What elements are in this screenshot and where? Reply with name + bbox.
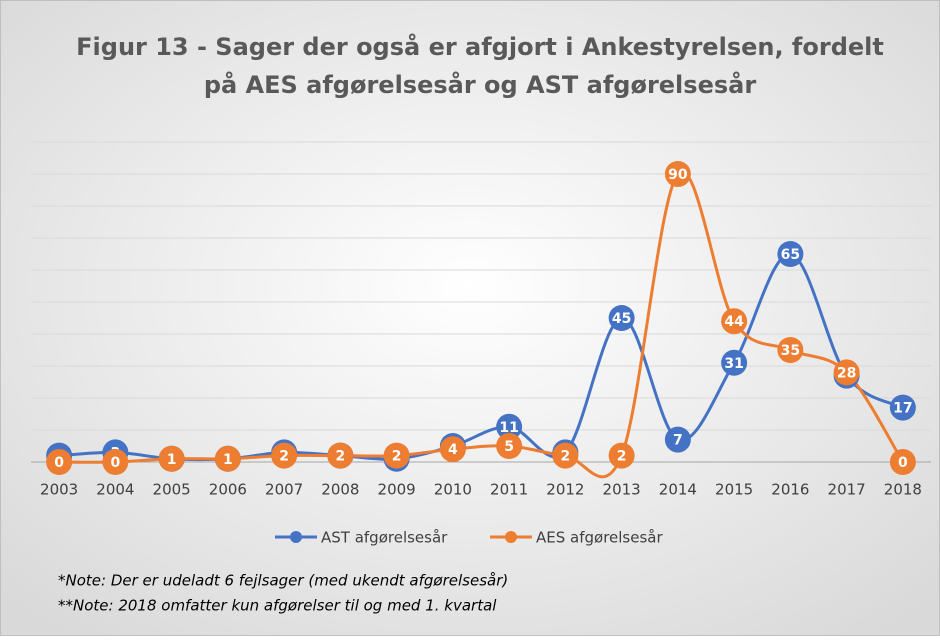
data-label: 5 — [504, 439, 514, 455]
x-tick-label: 2015 — [715, 481, 753, 499]
data-label: 0 — [898, 455, 908, 471]
point — [271, 442, 298, 469]
x-tick-label: 2004 — [96, 481, 134, 499]
point — [721, 349, 748, 376]
point — [889, 394, 916, 421]
data-label: 2 — [336, 449, 346, 465]
point — [608, 442, 635, 469]
data-label: 2 — [392, 449, 402, 465]
point — [777, 241, 804, 267]
data-label: 1 — [223, 452, 233, 468]
x-tick-label: 2018 — [884, 481, 922, 499]
point — [721, 308, 748, 335]
data-label: 65 — [781, 247, 800, 263]
data-label: 0 — [54, 455, 64, 471]
data-label: 90 — [668, 167, 688, 183]
point — [214, 445, 241, 472]
data-label: 2 — [279, 449, 289, 465]
point — [496, 433, 523, 459]
point — [889, 449, 916, 475]
x-tick-label: 2003 — [40, 481, 78, 499]
point — [608, 305, 635, 331]
data-label: 31 — [724, 356, 743, 372]
x-tick-label: 2005 — [153, 481, 191, 499]
data-label: 28 — [837, 365, 856, 381]
x-tick-label: 2017 — [828, 481, 866, 499]
point — [664, 426, 691, 453]
point — [327, 442, 354, 469]
legend-label: AST afgørelsesår — [321, 529, 448, 547]
x-tick-label: 2006 — [209, 481, 247, 499]
point — [664, 161, 691, 187]
data-label: 4 — [448, 442, 458, 458]
point — [833, 359, 860, 386]
chart-title: Figur 13 - Sager der også er afgjort i A… — [76, 32, 884, 61]
data-label: 7 — [673, 433, 683, 449]
chart-subtitle: på AES afgørelsesår og AST afgørelsesår — [204, 70, 757, 99]
point — [552, 442, 579, 469]
x-tick-label: 2009 — [378, 481, 416, 499]
x-tick-label: 2014 — [659, 481, 697, 499]
point — [439, 436, 466, 463]
point — [102, 449, 129, 475]
data-label: 45 — [612, 311, 631, 327]
data-label: 17 — [893, 401, 912, 417]
note: **Note: 2018 omfatter kun afgørelser til… — [58, 597, 497, 615]
point — [383, 442, 410, 469]
point — [46, 449, 73, 475]
x-tick-label: 2012 — [546, 481, 584, 499]
data-label: 11 — [499, 420, 518, 436]
x-tick-label: 2013 — [603, 481, 641, 499]
point — [496, 413, 523, 440]
data-label: 1 — [167, 452, 177, 468]
x-tick-label: 2008 — [321, 481, 359, 499]
x-tick-label: 2016 — [771, 481, 809, 499]
legend-marker — [290, 531, 302, 543]
x-tick-label: 2007 — [265, 481, 303, 499]
data-label: 35 — [781, 343, 800, 359]
point — [158, 445, 185, 472]
data-label: 44 — [724, 314, 744, 330]
data-label: 0 — [111, 455, 121, 471]
legend-label: AES afgørelsesår — [536, 529, 663, 547]
data-label: 2 — [617, 449, 627, 465]
data-label: 2 — [561, 449, 571, 465]
x-tick-label: 2011 — [490, 481, 528, 499]
note: *Note: Der er udeladt 6 fejlsager (med u… — [58, 572, 508, 590]
x-tick-label: 2010 — [434, 481, 472, 499]
point — [777, 337, 804, 363]
legend-marker — [505, 531, 517, 543]
